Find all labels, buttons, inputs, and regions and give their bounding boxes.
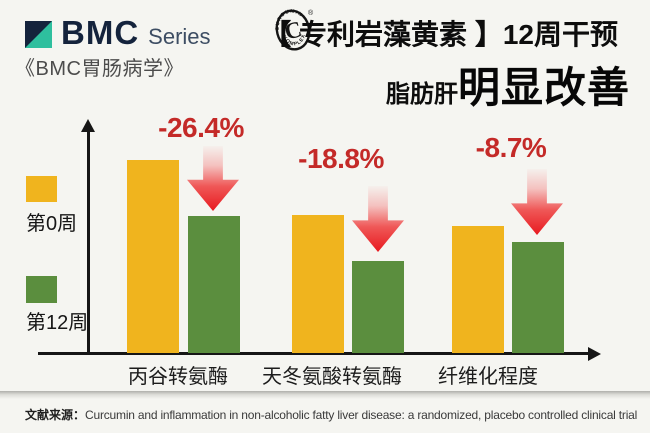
legend-label-week0: 第0周 [26,213,78,235]
change-label-alt: -26.4% [158,112,244,143]
change-label-fibrosis: -8.7% [475,132,547,163]
down-arrow-icon-alt [187,146,239,211]
legend-swatch-week12 [26,276,57,303]
bmc-wordmark: BMC [61,14,140,51]
x-axis-arrow-icon [588,346,601,361]
legend-label-week12: 第12周 [26,312,89,334]
seal-letter: C [282,16,304,44]
bar-fibrosis-week12 [512,242,564,353]
source-text: Curcumin and inflammation in non-alcohol… [85,408,638,422]
y-axis-arrow-icon [81,119,95,132]
bar-fibrosis-week0 [452,226,504,353]
legend-swatch-week0 [26,176,57,202]
bar-ast-week0 [292,215,344,353]
bmc-logo-icon [25,21,52,48]
source-citation: 文献来源：Curcumin and inflammation in non-al… [25,406,645,423]
headline-line2-emphasis: 明显改善 [457,64,630,111]
down-arrow-icon-fibrosis [511,169,563,235]
headline-line2: 脂肪肝 明显改善 [386,54,630,115]
y-axis-line [87,131,90,353]
x-axis-line [38,352,589,355]
category-label-ast: 天冬氨酸转氨酶 [262,366,402,388]
category-label-alt: 丙谷转氨酶 [128,366,228,388]
seal-registered-mark: ® [308,9,314,17]
source-label: 文献来源： [25,408,86,422]
headline-line1: 【 专利岩藻黄素 】12周干预 [263,19,618,50]
footer-divider [0,391,650,399]
curcumin-seal-icon: CURCUMIN KOMPLEX C ® [273,6,314,51]
category-label-fibrosis: 纤维化程度 [438,366,538,388]
bar-ast-week12 [352,261,404,353]
change-label-ast: -18.8% [298,143,384,174]
journal-name: 《BMC胃肠病学》 [15,58,184,80]
bar-alt-week0 [127,160,179,353]
bmc-logo: BMC Series [25,16,211,49]
down-arrow-icon-ast [352,186,404,252]
headline-line2-prefix: 脂肪肝 [385,81,458,108]
bar-alt-week12 [188,216,240,353]
bmc-series-label: Series [148,24,211,49]
